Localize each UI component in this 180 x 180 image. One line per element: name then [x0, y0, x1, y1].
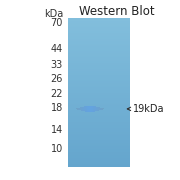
Text: kDa: kDa — [44, 9, 63, 19]
Text: 26: 26 — [51, 74, 63, 84]
Text: 44: 44 — [51, 44, 63, 54]
Text: 18: 18 — [51, 103, 63, 113]
Text: 33: 33 — [51, 60, 63, 70]
Text: 10: 10 — [51, 144, 63, 154]
Text: 70: 70 — [51, 18, 63, 28]
Text: Western Blot: Western Blot — [79, 5, 155, 18]
Text: 14: 14 — [51, 125, 63, 135]
Text: 22: 22 — [51, 89, 63, 99]
Text: 19kDa: 19kDa — [133, 104, 165, 114]
